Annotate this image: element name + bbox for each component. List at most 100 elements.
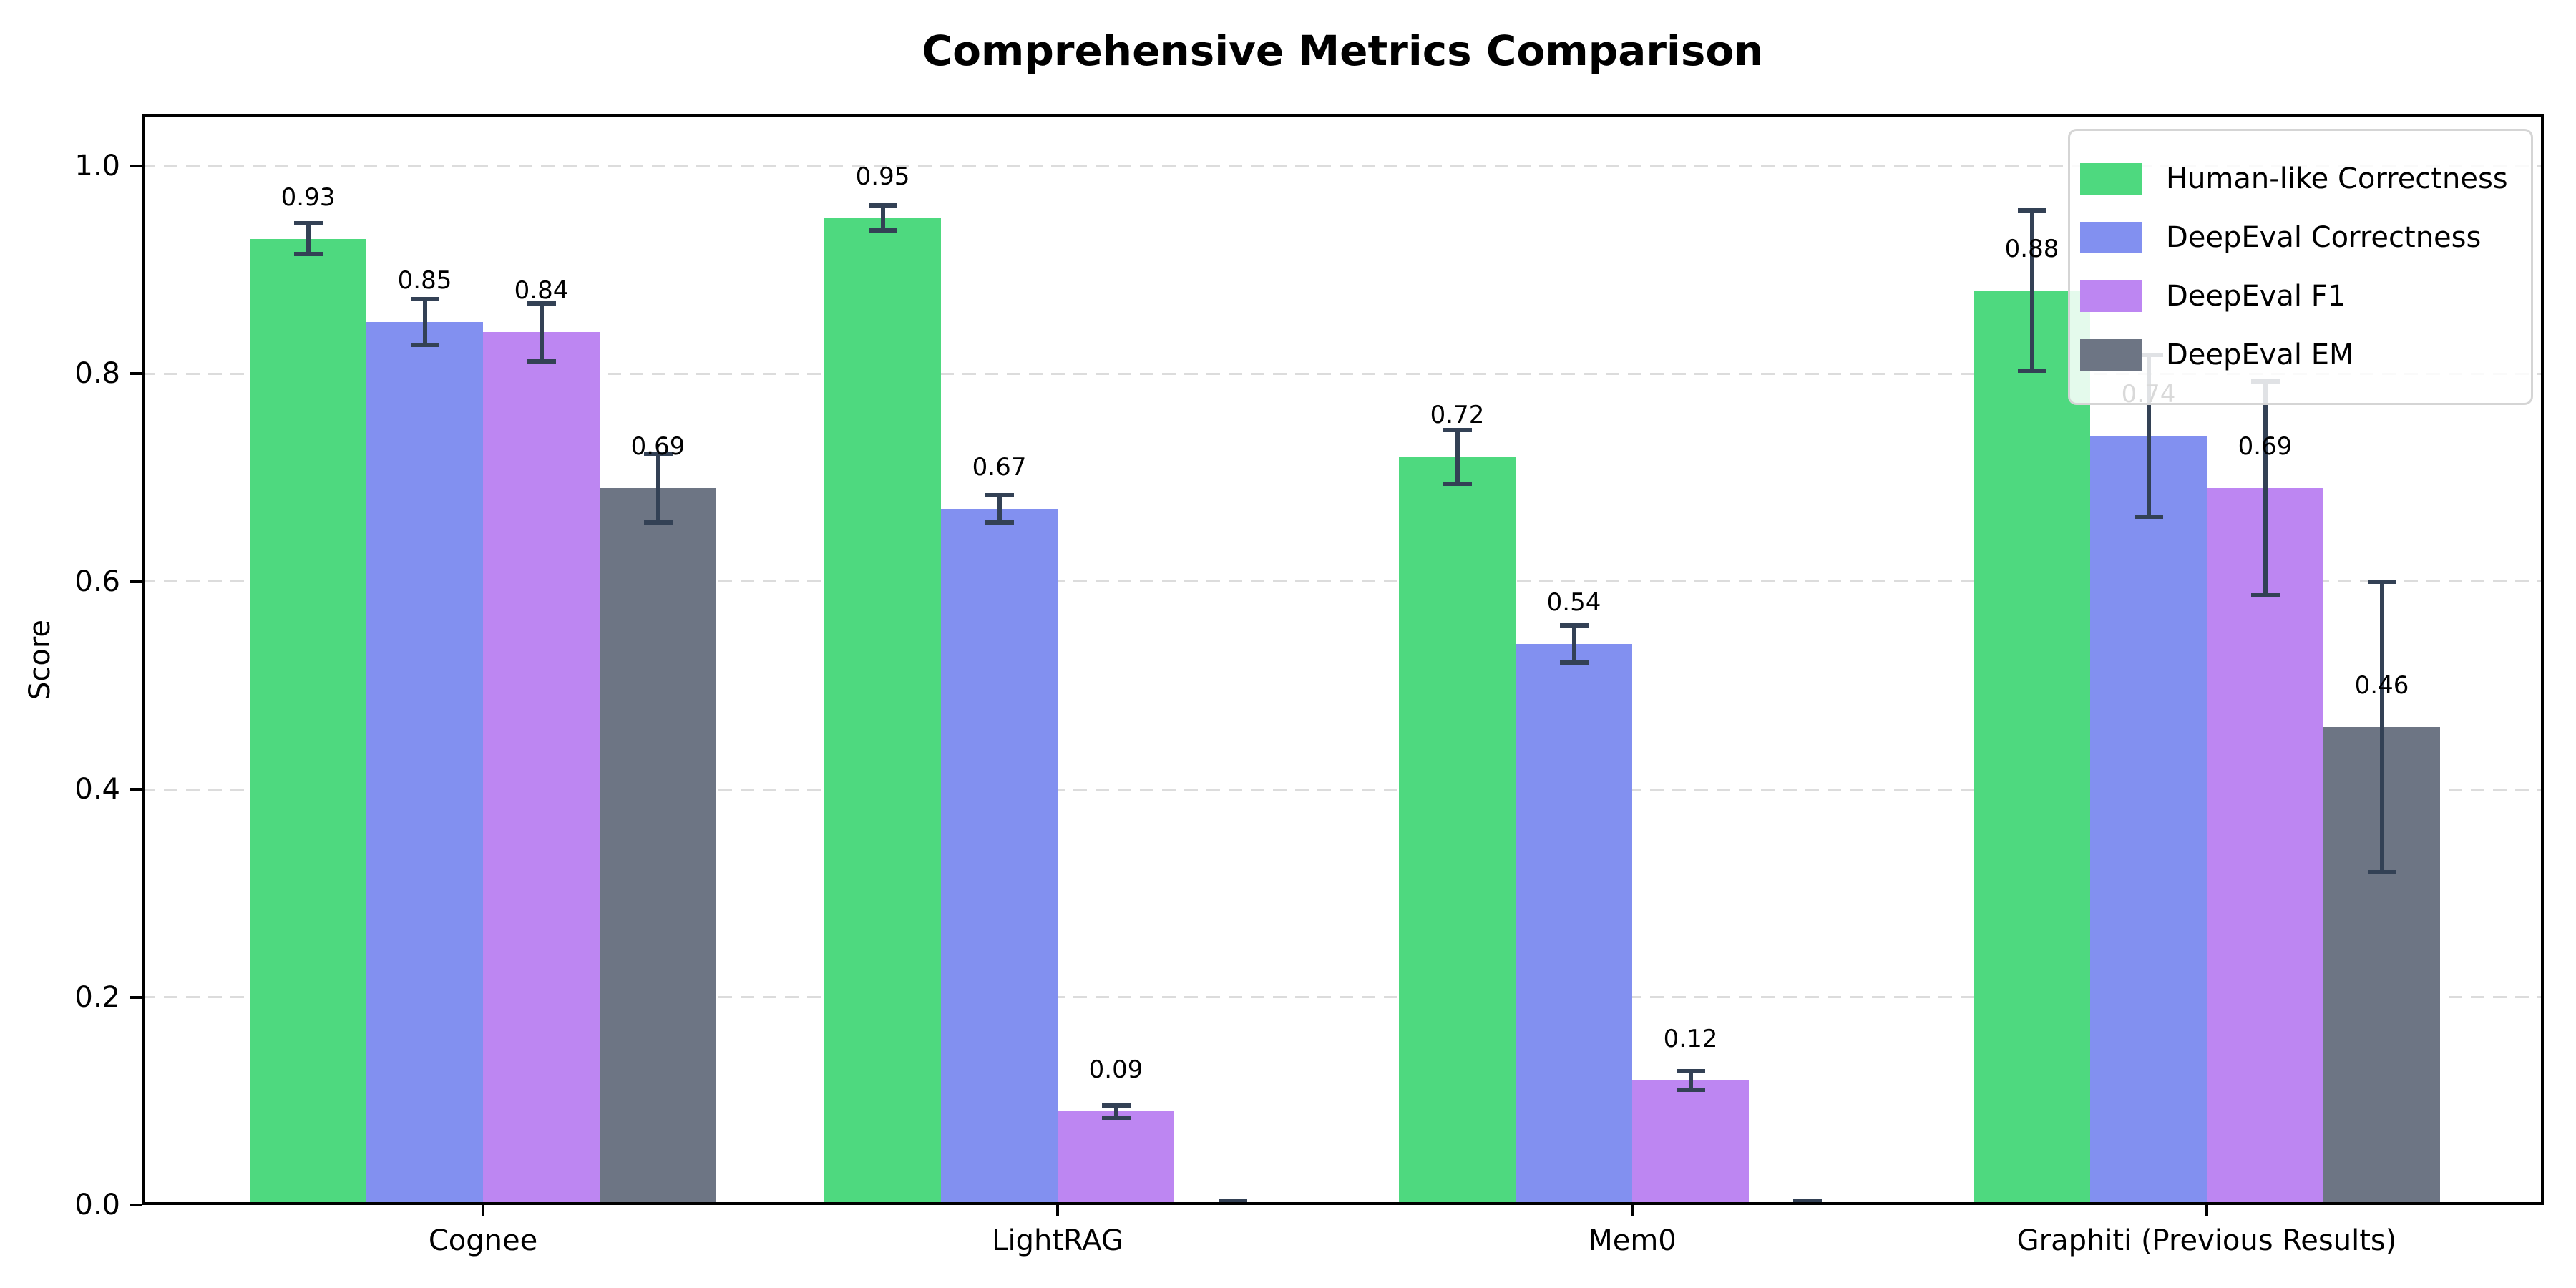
bar: [824, 218, 941, 1205]
legend-item: Human-like Correctness: [2070, 162, 2531, 195]
legend-item: DeepEval Correctness: [2070, 221, 2531, 254]
error-bar: [2263, 381, 2268, 595]
y-tick-mark: [130, 1204, 142, 1206]
error-bar: [2379, 581, 2384, 873]
bar: [1632, 1080, 1749, 1205]
x-tick-label: Cognee: [428, 1224, 538, 1257]
error-bar-cap: [527, 301, 556, 306]
bar-value-label: 0.95: [855, 162, 910, 191]
x-tick-mark: [1631, 1205, 1634, 1216]
gridline: [142, 165, 2544, 167]
error-bar-cap: [1559, 660, 1589, 665]
legend-swatch: [2080, 222, 2142, 253]
bar-value-label: 0.69: [630, 432, 686, 462]
error-bar: [2146, 355, 2151, 517]
bar-value-label: 0.54: [1546, 587, 1601, 617]
bar: [250, 238, 366, 1205]
bar-value-label: 0.69: [2238, 432, 2293, 462]
error-bar-cap: [1676, 1068, 1705, 1073]
bar-value-label: 0.84: [514, 276, 569, 306]
y-tick-label: 0.8: [74, 357, 120, 391]
error-bar-cap: [2017, 369, 2046, 374]
bar: [1974, 291, 2090, 1205]
bar-value-label: 0.72: [1430, 401, 1485, 430]
legend-swatch: [2080, 339, 2142, 371]
bar: [2090, 436, 2207, 1205]
error-bar-cap: [868, 203, 897, 208]
bar: [941, 509, 1058, 1205]
legend-label: DeepEval EM: [2166, 338, 2354, 371]
y-tick-label: 0.4: [74, 773, 120, 806]
gridline: [142, 372, 2544, 375]
error-bar-cap: [1218, 1199, 1247, 1204]
error-bar-cap: [1559, 623, 1589, 628]
legend-item: DeepEval F1: [2070, 280, 2531, 313]
error-bar-cap: [527, 358, 556, 364]
bar: [1399, 457, 1516, 1205]
error-bar: [1455, 429, 1460, 484]
legend-swatch: [2080, 280, 2142, 312]
error-bar-cap: [643, 452, 673, 457]
y-tick-mark: [130, 788, 142, 791]
error-bar: [422, 298, 427, 345]
y-tick-mark: [130, 372, 142, 376]
legend-label: DeepEval F1: [2166, 280, 2346, 313]
plot-area: 0.930.950.720.880.850.670.540.740.840.09…: [142, 114, 2544, 1205]
error-bar-cap: [2250, 592, 2280, 597]
y-tick-label: 0.6: [74, 565, 120, 598]
bar: [366, 321, 483, 1205]
x-tick-label: Graphiti (Previous Results): [2016, 1224, 2397, 1257]
x-tick-label: Mem0: [1588, 1224, 1677, 1257]
gridline: [142, 788, 2544, 791]
error-bar-cap: [1443, 482, 1472, 487]
error-bar-cap: [1792, 1199, 1822, 1204]
error-bar-cap: [2367, 579, 2396, 584]
bar-value-label: 0.93: [280, 182, 336, 212]
error-bar-cap: [643, 520, 673, 525]
x-tick-label: LightRAG: [992, 1224, 1123, 1257]
y-tick-label: 0.0: [74, 1189, 120, 1221]
y-tick-mark: [130, 580, 142, 583]
x-tick-mark: [482, 1205, 484, 1216]
error-bar-cap: [1101, 1103, 1131, 1108]
bar-value-label: 0.12: [1663, 1024, 1718, 1053]
error-bar-cap: [410, 342, 439, 347]
legend-swatch: [2080, 163, 2142, 195]
error-bar: [655, 454, 660, 523]
error-bar: [1688, 1070, 1693, 1090]
legend-label: Human-like Correctness: [2166, 162, 2508, 195]
error-bar-cap: [1443, 427, 1472, 432]
bar-value-label: 0.46: [2354, 671, 2409, 700]
error-bar: [1113, 1105, 1118, 1118]
error-bar: [2029, 210, 2034, 371]
error-bar-cap: [2134, 514, 2163, 519]
x-tick-mark: [2205, 1205, 2208, 1216]
error-bar-cap: [1676, 1087, 1705, 1092]
chart-title: Comprehensive Metrics Comparison: [922, 26, 1764, 75]
error-bar-cap: [1101, 1116, 1131, 1121]
gridline: [142, 580, 2544, 583]
y-tick-mark: [130, 165, 142, 167]
error-bar: [306, 223, 311, 255]
error-bar: [880, 205, 885, 231]
bar-value-label: 0.67: [972, 453, 1027, 482]
error-bar-cap: [2017, 208, 2046, 213]
bar: [600, 488, 716, 1205]
error-bar-cap: [293, 252, 323, 257]
error-bar: [1571, 625, 1576, 663]
bar-value-label: 0.09: [1088, 1055, 1143, 1085]
error-bar-cap: [868, 228, 897, 233]
error-bar: [997, 495, 1002, 523]
error-bar: [539, 303, 544, 361]
error-bar-cap: [2367, 870, 2396, 875]
x-tick-mark: [1056, 1205, 1059, 1216]
error-bar-cap: [410, 296, 439, 301]
bar: [1058, 1111, 1174, 1205]
legend-item: DeepEval EM: [2070, 338, 2531, 371]
y-tick-label: 0.2: [74, 980, 120, 1014]
y-tick-mark: [130, 995, 142, 999]
legend-label: DeepEval Correctness: [2166, 221, 2482, 254]
bar-value-label: 0.85: [397, 265, 452, 295]
y-axis-label: Score: [24, 619, 57, 701]
